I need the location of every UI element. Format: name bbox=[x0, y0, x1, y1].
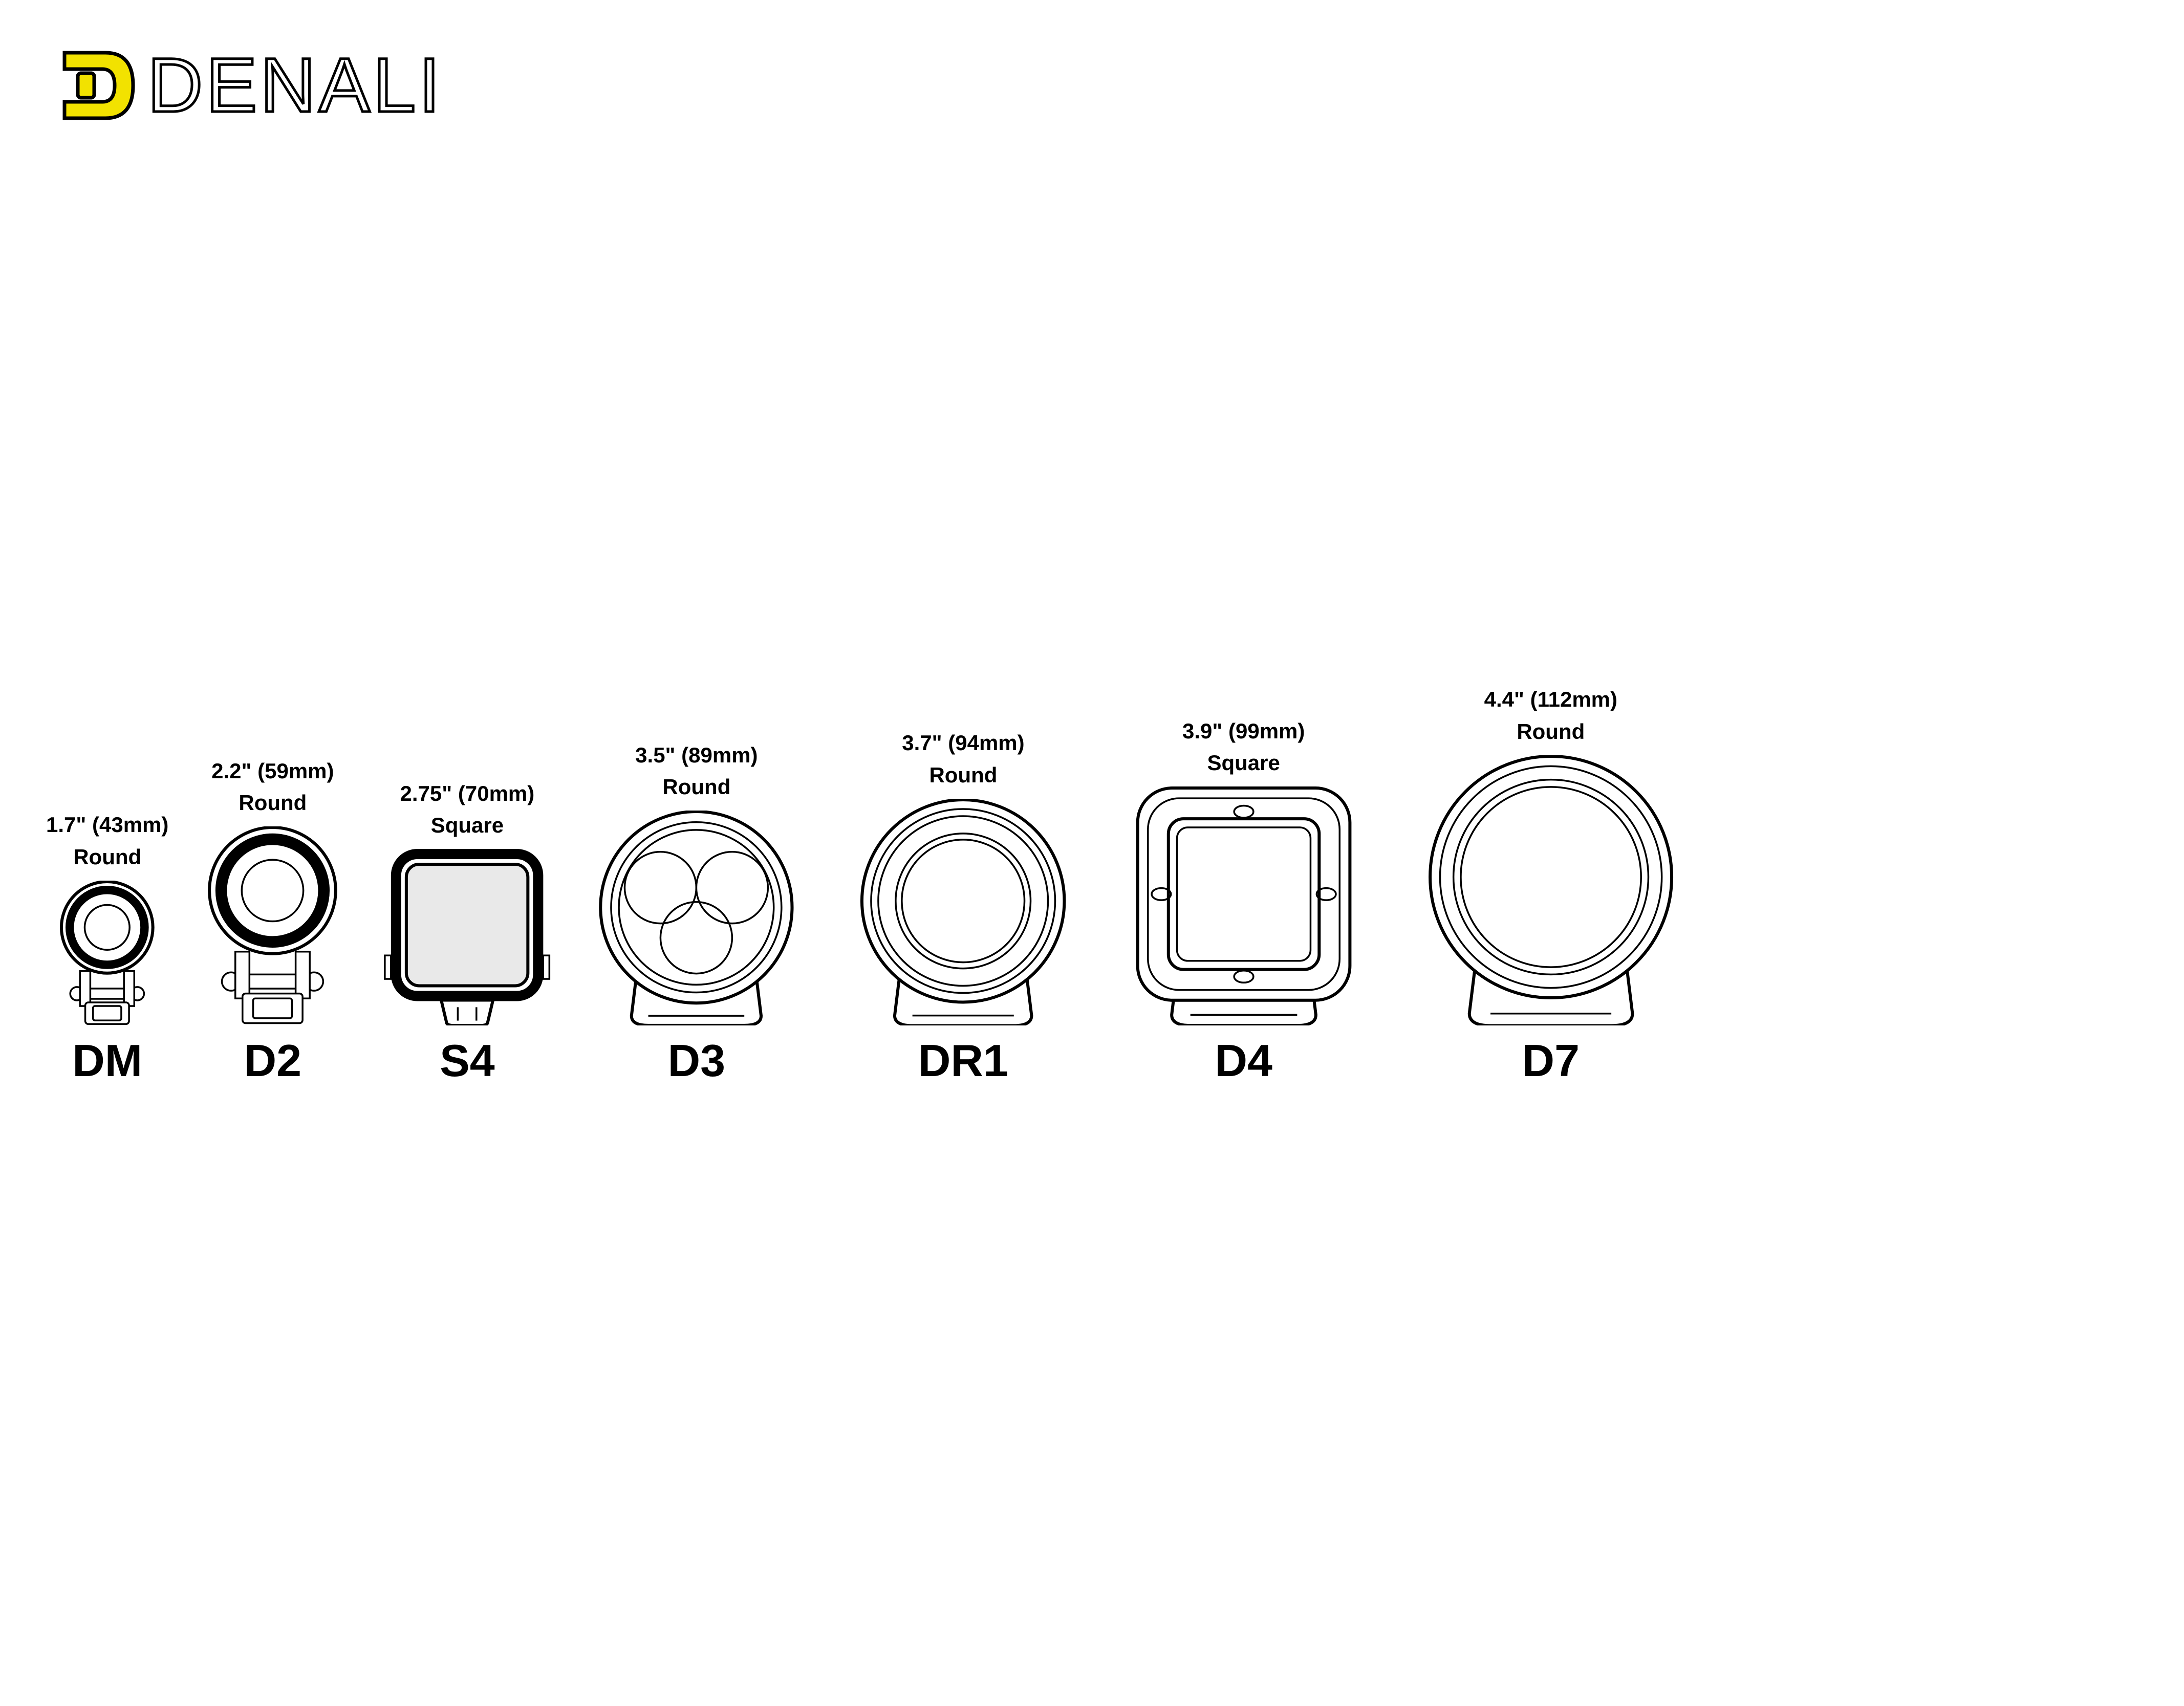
light-d7-dimension: 4.4" (112mm) bbox=[1484, 687, 1617, 712]
dim-mm: (70mm) bbox=[458, 781, 534, 805]
dim-in: 4.4" bbox=[1484, 687, 1524, 711]
brand-logo: DENALI bbox=[56, 41, 443, 129]
light-s4-name: S4 bbox=[440, 1035, 495, 1087]
light-d7: 4.4" (112mm)RoundD7 bbox=[1410, 687, 1692, 1025]
light-dr1-drawing bbox=[845, 799, 1082, 1025]
light-d4-dimension: 3.9" (99mm) bbox=[1182, 719, 1305, 743]
dim-mm: (94mm) bbox=[948, 731, 1024, 755]
light-d4-shape: Square bbox=[1207, 751, 1280, 775]
dim-in: 3.5" bbox=[635, 743, 675, 767]
brand-mark-icon bbox=[56, 45, 138, 126]
dim-in: 2.75" bbox=[400, 781, 452, 805]
light-s4-shape: Square bbox=[431, 813, 504, 838]
logo-d-outer bbox=[64, 53, 133, 118]
dim-in: 2.2" bbox=[211, 759, 251, 783]
dim-mm: (43mm) bbox=[92, 813, 168, 837]
light-d7-drawing bbox=[1410, 755, 1692, 1025]
light-dr1-shape: Round bbox=[929, 763, 997, 788]
light-s4-drawing bbox=[382, 849, 552, 1025]
dim-in: 3.9" bbox=[1182, 719, 1222, 743]
dim-in: 3.7" bbox=[902, 731, 942, 755]
light-d4: 3.9" (99mm)SquareD4 bbox=[1119, 719, 1369, 1025]
light-d4-drawing bbox=[1119, 786, 1369, 1025]
light-dm: 1.7" (43mm)RoundDM bbox=[46, 813, 168, 1025]
light-d7-shape: Round bbox=[1517, 719, 1585, 744]
dim-in: 1.7" bbox=[46, 813, 86, 837]
light-d2-drawing bbox=[193, 826, 352, 1025]
light-d2-shape: Round bbox=[239, 791, 307, 815]
light-dr1-name: DR1 bbox=[918, 1035, 1008, 1087]
light-d4-name: D4 bbox=[1215, 1035, 1272, 1087]
lights-row: 1.7" (43mm)RoundDM2.2" (59mm)RoundD22.75… bbox=[0, 687, 2184, 1025]
light-d2: 2.2" (59mm)RoundD2 bbox=[193, 759, 352, 1025]
dim-mm: (112mm) bbox=[1530, 687, 1617, 711]
light-d3-drawing bbox=[584, 811, 809, 1025]
dim-mm: (99mm) bbox=[1228, 719, 1305, 743]
light-d3-dimension: 3.5" (89mm) bbox=[635, 743, 758, 768]
logo-d-inner bbox=[78, 73, 94, 98]
brand-wordmark: DENALI bbox=[147, 41, 443, 129]
light-d7-name: D7 bbox=[1522, 1035, 1580, 1087]
light-dr1-dimension: 3.7" (94mm) bbox=[902, 731, 1024, 755]
light-d3-shape: Round bbox=[662, 775, 730, 799]
light-d2-dimension: 2.2" (59mm) bbox=[211, 759, 334, 783]
light-d2-name: D2 bbox=[244, 1035, 302, 1087]
light-dm-shape: Round bbox=[73, 845, 141, 869]
light-d3-name: D3 bbox=[668, 1035, 726, 1087]
dim-mm: (59mm) bbox=[257, 759, 334, 783]
light-dm-dimension: 1.7" (43mm) bbox=[46, 813, 168, 837]
light-dm-drawing bbox=[49, 881, 165, 1025]
light-dr1: 3.7" (94mm)RoundDR1 bbox=[845, 731, 1082, 1025]
dim-mm: (89mm) bbox=[681, 743, 758, 767]
light-d3: 3.5" (89mm)RoundD3 bbox=[584, 743, 809, 1025]
light-s4: 2.75" (70mm)SquareS4 bbox=[382, 781, 552, 1025]
light-s4-dimension: 2.75" (70mm) bbox=[400, 781, 535, 806]
light-dm-name: DM bbox=[72, 1035, 142, 1087]
